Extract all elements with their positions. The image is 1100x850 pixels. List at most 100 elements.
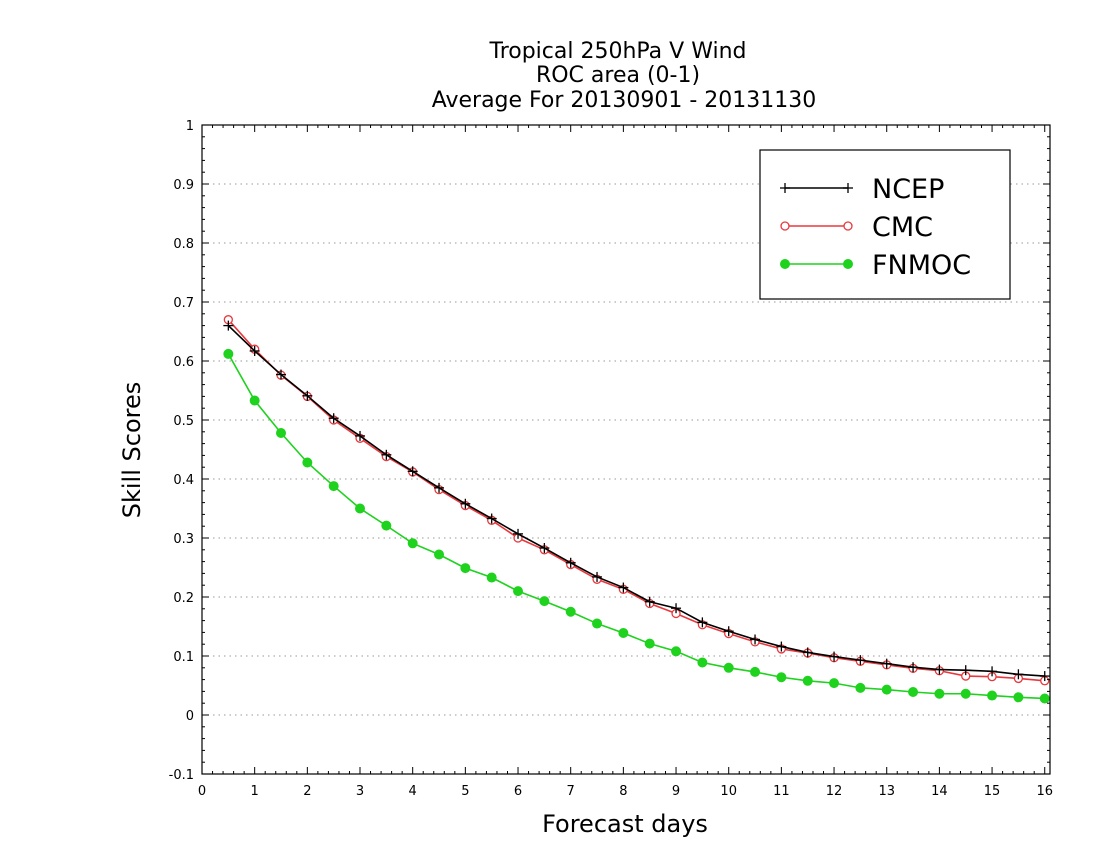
legend-marker-cmc: [780, 221, 790, 231]
data-point-ncep: [355, 430, 366, 441]
x-tick-label: 16: [1036, 784, 1053, 799]
y-tick-label: 0.8: [173, 237, 194, 252]
data-point-fnmoc: [855, 682, 866, 693]
data-point-fnmoc: [987, 690, 998, 701]
x-tick-label: 2: [303, 784, 311, 799]
data-point-fnmoc: [486, 572, 497, 583]
data-point-fnmoc: [829, 678, 840, 689]
x-tick-label: 6: [514, 784, 522, 799]
y-tick-label: 0: [186, 709, 194, 724]
y-tick-label: 1: [186, 119, 194, 134]
data-point-ncep: [829, 651, 840, 662]
y-tick-label: 0.6: [173, 355, 194, 370]
data-point-ncep: [802, 647, 813, 658]
data-point-fnmoc: [513, 586, 524, 597]
data-point-fnmoc: [776, 672, 787, 683]
legend-marker-fnmoc: [843, 259, 853, 269]
legend-item-ncep: NCEP: [780, 174, 944, 205]
series-cmc: [223, 315, 1050, 686]
x-tick-label: 14: [931, 784, 948, 799]
data-point-ncep: [302, 390, 313, 401]
legend-item-fnmoc: FNMOC: [780, 250, 971, 281]
y-tick-label: 0.3: [173, 532, 194, 547]
data-point-fnmoc: [671, 646, 682, 657]
y-tick-label: 0.2: [173, 591, 194, 606]
data-point-fnmoc: [407, 538, 418, 549]
x-tick-label: 1: [251, 784, 259, 799]
data-point-ncep: [750, 634, 761, 645]
x-tick-label: 15: [984, 784, 1001, 799]
data-point-fnmoc: [592, 618, 603, 629]
data-point-fnmoc: [565, 606, 576, 617]
legend-marker-fnmoc: [780, 259, 790, 269]
y-axis: -0.1 0 0.1 0.2 0.3 0.4 0.5 0.6 0.7 0.8 0.9 1: [169, 119, 1050, 783]
data-point-ncep: [618, 582, 629, 593]
data-point-fnmoc: [381, 520, 392, 531]
data-point-fnmoc: [934, 688, 945, 699]
data-point-ncep: [881, 658, 892, 669]
y-tick-label: -0.1: [169, 768, 194, 783]
y-axis-label: Skill Scores: [118, 382, 146, 519]
x-tick-label: 8: [619, 784, 627, 799]
data-point-ncep: [934, 664, 945, 675]
x-tick-label: 4: [409, 784, 417, 799]
x-tick-label: 9: [672, 784, 680, 799]
legend-items: NCEP CMC FNMOC: [780, 174, 971, 281]
data-point-ncep: [697, 617, 708, 628]
data-point-ncep: [987, 666, 998, 677]
x-tick-label: 7: [567, 784, 575, 799]
data-point-fnmoc: [328, 481, 339, 492]
legend-item-cmc: CMC: [780, 212, 933, 243]
y-tick-label: 0.7: [173, 296, 194, 311]
data-point-ncep: [460, 498, 471, 509]
data-point-fnmoc: [539, 596, 550, 607]
series-layer: [223, 315, 1050, 704]
data-point-ncep: [276, 369, 287, 380]
chart-title-line-1: Tropical 250hPa V Wind: [488, 39, 746, 64]
data-point-ncep: [644, 596, 655, 607]
x-axis-label: Forecast days: [542, 810, 708, 838]
y-tick-label: 0.5: [173, 414, 194, 429]
data-point-ncep: [855, 655, 866, 666]
chart-title-line-3: Average For 20130901 - 20131130: [432, 88, 817, 113]
data-point-ncep: [565, 557, 576, 568]
series-fnmoc: [223, 348, 1050, 704]
legend: NCEP CMC FNMOC: [759, 149, 1011, 300]
data-point-ncep: [908, 662, 919, 673]
data-point-fnmoc: [355, 503, 366, 514]
data-point-fnmoc: [644, 638, 655, 649]
chart-title: Tropical 250hPa V Wind ROC area (0-1) Av…: [432, 39, 817, 113]
data-point-ncep: [776, 641, 787, 652]
series-ncep: [223, 320, 1050, 682]
legend-marker-cmc: [843, 221, 853, 231]
data-point-ncep: [249, 345, 260, 356]
y-tick-label: 0.9: [173, 178, 194, 193]
data-point-fnmoc: [434, 549, 445, 560]
data-point-fnmoc: [276, 427, 287, 438]
x-tick-label: 13: [878, 784, 895, 799]
data-point-fnmoc: [881, 684, 892, 695]
legend-marker-ncep: [843, 183, 853, 193]
x-tick-label: 11: [773, 784, 790, 799]
data-point-ncep: [381, 449, 392, 460]
data-point-ncep: [407, 466, 418, 477]
legend-label-ncep: NCEP: [872, 174, 944, 205]
data-point-fnmoc: [802, 675, 813, 686]
data-point-ncep: [513, 528, 524, 539]
plot-frame: [201, 124, 1051, 775]
data-point-ncep: [486, 513, 497, 524]
legend-label-cmc: CMC: [872, 212, 933, 243]
data-point-fnmoc: [750, 666, 761, 677]
data-point-ncep: [1013, 669, 1024, 680]
data-point-fnmoc: [697, 657, 708, 668]
data-point-fnmoc: [1013, 692, 1024, 703]
data-point-fnmoc: [223, 348, 234, 359]
x-tick-label: 5: [461, 784, 469, 799]
x-tick-label: 3: [356, 784, 364, 799]
data-point-ncep: [223, 320, 234, 331]
data-point-fnmoc: [618, 627, 629, 638]
legend-label-fnmoc: FNMOC: [872, 250, 971, 281]
data-point-ncep: [539, 543, 550, 554]
series-line-fnmoc: [227, 353, 1045, 700]
